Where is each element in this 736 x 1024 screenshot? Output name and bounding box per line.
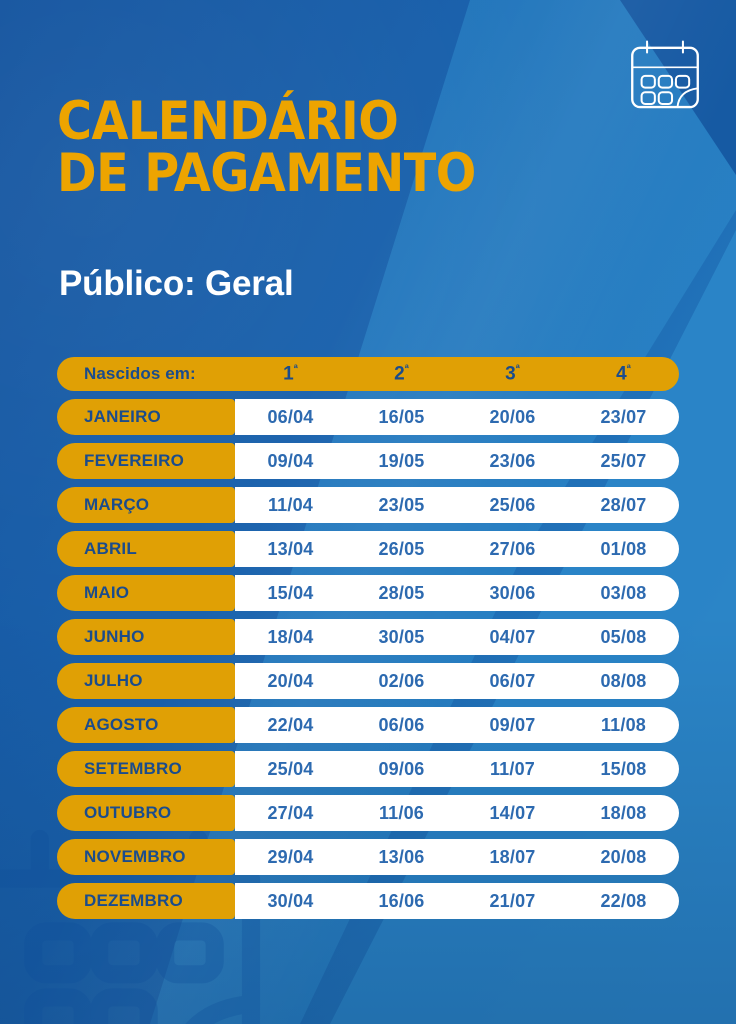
payment-date-cell: 22/04 (267, 714, 314, 735)
payment-date-cell: 23/07 (600, 406, 647, 427)
date-cells: 25/04 09/06 11/07 15/08 (235, 751, 679, 787)
payment-date-cell: 11/08 (600, 714, 647, 735)
payment-date-cell: 30/04 (267, 890, 314, 911)
payment-date-cell: 30/06 (489, 582, 536, 603)
date-cells: 27/04 11/06 14/07 18/08 (235, 795, 679, 831)
payment-date-cell: 11/06 (378, 802, 425, 823)
payment-date-cell: 26/05 (378, 538, 425, 559)
column-header-born-in: Nascidos em: (84, 364, 196, 383)
table-row: OUTUBRO 27/04 11/06 14/07 18/08 (57, 795, 679, 831)
month-label: JUNHO (57, 619, 235, 655)
table-row: SETEMBRO 25/04 09/06 11/07 15/08 (57, 751, 679, 787)
payment-date-cell: 09/04 (267, 450, 314, 471)
payment-date-cell: 13/06 (378, 846, 425, 867)
payment-date-cell: 16/05 (378, 406, 425, 427)
page-title: CALENDÁRIO DE PAGAMENTO (57, 95, 476, 204)
payment-date-cell: 20/04 (267, 670, 314, 691)
table-row: JULHO 20/04 02/06 06/07 08/08 (57, 663, 679, 699)
payment-date-cell: 04/07 (489, 626, 536, 647)
calendar-icon (626, 38, 704, 120)
table-row: ABRIL 13/04 26/05 27/06 01/08 (57, 531, 679, 567)
payment-date-cell: 22/08 (600, 890, 647, 911)
payment-date-cell: 21/07 (489, 890, 536, 911)
title-line-1: CALENDÁRIO (57, 91, 399, 152)
payment-date-cell: 06/06 (378, 714, 425, 735)
date-cells: 18/04 30/05 04/07 05/08 (235, 619, 679, 655)
payment-date-cell: 18/04 (267, 626, 314, 647)
month-label: OUTUBRO (57, 795, 235, 831)
column-header-installment-1: 1ª (283, 362, 298, 385)
month-label: JULHO (57, 663, 235, 699)
date-cells: 20/04 02/06 06/07 08/08 (235, 663, 679, 699)
payment-date-cell: 28/05 (378, 582, 425, 603)
payment-date-cell: 15/04 (267, 582, 314, 603)
month-label: ABRIL (57, 531, 235, 567)
payment-date-cell: 15/08 (600, 758, 647, 779)
month-label: AGOSTO (57, 707, 235, 743)
date-cells: 06/04 16/05 20/06 23/07 (235, 399, 679, 435)
table-row: FEVEREIRO 09/04 19/05 23/06 25/07 (57, 443, 679, 479)
title-line-2: DE PAGAMENTO (57, 142, 476, 204)
payment-date-cell: 16/06 (378, 890, 425, 911)
month-label: MARÇO (57, 487, 235, 523)
column-header-installment-2: 2ª (394, 362, 409, 385)
table-row: MARÇO 11/04 23/05 25/06 28/07 (57, 487, 679, 523)
payment-date-cell: 28/07 (600, 494, 647, 515)
table-row: DEZEMBRO 30/04 16/06 21/07 22/08 (57, 883, 679, 919)
payment-date-cell: 08/08 (600, 670, 647, 691)
payment-date-cell: 19/05 (378, 450, 425, 471)
column-header-installment-4: 4ª (616, 362, 631, 385)
payment-date-cell: 18/08 (600, 802, 647, 823)
payment-date-cell: 06/04 (267, 406, 314, 427)
table-row: AGOSTO 22/04 06/06 09/07 11/08 (57, 707, 679, 743)
table-row: NOVEMBRO 29/04 13/06 18/07 20/08 (57, 839, 679, 875)
payment-date-cell: 25/06 (489, 494, 536, 515)
date-cells: 15/04 28/05 30/06 03/08 (235, 575, 679, 611)
column-header-installment-3: 3ª (505, 362, 520, 385)
payment-schedule-table: Nascidos em: 1ª 2ª 3ª 4ª JANEIRO 06/04 16/… (57, 357, 679, 919)
date-cells: 13/04 26/05 27/06 01/08 (235, 531, 679, 567)
date-cells: 29/04 13/06 18/07 20/08 (235, 839, 679, 875)
month-label: SETEMBRO (57, 751, 235, 787)
payment-date-cell: 09/06 (378, 758, 425, 779)
payment-date-cell: 23/06 (489, 450, 536, 471)
payment-date-cell: 20/08 (600, 846, 647, 867)
month-label: NOVEMBRO (57, 839, 235, 875)
month-label: JANEIRO (57, 399, 235, 435)
payment-date-cell: 20/06 (489, 406, 536, 427)
payment-date-cell: 23/05 (378, 494, 425, 515)
payment-date-cell: 11/07 (489, 758, 536, 779)
date-cells: 11/04 23/05 25/06 28/07 (235, 487, 679, 523)
table-row: JANEIRO 06/04 16/05 20/06 23/07 (57, 399, 679, 435)
month-label: FEVEREIRO (57, 443, 235, 479)
payment-date-cell: 02/06 (378, 670, 425, 691)
table-row: JUNHO 18/04 30/05 04/07 05/08 (57, 619, 679, 655)
table-header-row: Nascidos em: 1ª 2ª 3ª 4ª (57, 357, 679, 391)
payment-date-cell: 09/07 (489, 714, 536, 735)
payment-date-cell: 27/06 (489, 538, 536, 559)
payment-date-cell: 14/07 (489, 802, 536, 823)
payment-date-cell: 11/04 (267, 494, 314, 515)
payment-date-cell: 13/04 (267, 538, 314, 559)
payment-date-cell: 29/04 (267, 846, 314, 867)
payment-date-cell: 25/07 (600, 450, 647, 471)
table-row: MAIO 15/04 28/05 30/06 03/08 (57, 575, 679, 611)
payment-date-cell: 25/04 (267, 758, 314, 779)
date-cells: 30/04 16/06 21/07 22/08 (235, 883, 679, 919)
payment-date-cell: 30/05 (378, 626, 425, 647)
month-label: MAIO (57, 575, 235, 611)
payment-date-cell: 05/08 (600, 626, 647, 647)
date-cells: 09/04 19/05 23/06 25/07 (235, 443, 679, 479)
payment-date-cell: 27/04 (267, 802, 314, 823)
date-cells: 22/04 06/06 09/07 11/08 (235, 707, 679, 743)
table-body: JANEIRO 06/04 16/05 20/06 23/07 FEVEREIRO 09/0… (57, 399, 679, 919)
payment-date-cell: 18/07 (489, 846, 536, 867)
audience-subtitle: Público: Geral (59, 264, 294, 303)
payment-date-cell: 03/08 (600, 582, 647, 603)
payment-date-cell: 01/08 (600, 538, 647, 559)
month-label: DEZEMBRO (57, 883, 235, 919)
payment-date-cell: 06/07 (489, 670, 536, 691)
